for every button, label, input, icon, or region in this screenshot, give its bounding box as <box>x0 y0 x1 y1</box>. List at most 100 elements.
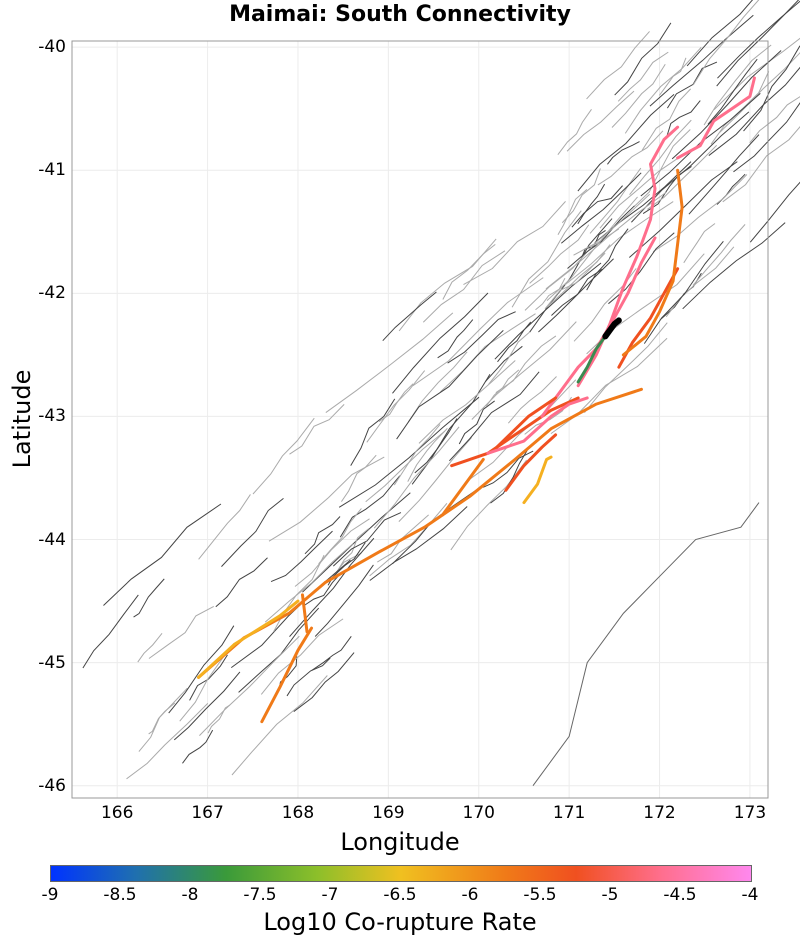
background-fault-trace <box>597 130 664 186</box>
background-fault-trace <box>82 594 139 669</box>
background-fault-trace <box>393 424 441 486</box>
background-fault-trace <box>407 351 468 423</box>
background-fault-trace <box>538 258 614 333</box>
background-fault-trace <box>464 379 577 483</box>
background-fault-trace <box>561 168 601 224</box>
background-fault-trace <box>442 243 496 300</box>
colorbar-tick-label: -4 <box>741 885 759 905</box>
x-axis-label: Longitude <box>340 828 460 856</box>
background-fault-trace <box>488 331 530 385</box>
background-fault-trace <box>311 636 352 671</box>
background-fault-trace <box>507 376 557 424</box>
x-tick-label: 167 <box>191 803 224 823</box>
chart-title: Maimai: South Connectivity <box>229 2 571 27</box>
background-fault-trace <box>624 46 702 134</box>
colorbar-tick-label: -5.5 <box>523 885 557 905</box>
background-fault-trace <box>137 633 163 663</box>
background-fault-traces <box>82 0 800 780</box>
background-fault-trace <box>207 704 231 734</box>
background-fault-trace <box>199 635 300 736</box>
co-rupture-fault <box>300 593 309 634</box>
background-fault-trace <box>586 228 629 291</box>
background-fault-trace <box>611 63 666 128</box>
background-fault-trace <box>571 185 623 228</box>
x-tick-label: 172 <box>643 803 676 823</box>
background-fault-trace <box>198 494 251 560</box>
background-fault-trace <box>557 109 592 156</box>
background-fault-trace <box>683 223 716 264</box>
coastline <box>532 502 760 786</box>
co-rupture-fault <box>486 396 589 455</box>
background-fault-trace <box>557 188 588 236</box>
background-fault-trace <box>458 400 495 445</box>
background-fault-trace <box>546 244 611 308</box>
background-fault-trace <box>550 337 668 435</box>
background-fault-trace <box>529 218 613 333</box>
background-fault-trace <box>440 313 536 393</box>
background-fault-trace <box>148 605 214 659</box>
background-fault-trace <box>382 291 437 342</box>
background-fault-trace <box>378 383 414 423</box>
background-fault-trace <box>722 126 800 203</box>
background-fault-trace <box>717 0 800 79</box>
co-rupture-fault <box>260 626 314 724</box>
x-tick-label: 169 <box>372 803 405 823</box>
y-tick-label: -42 <box>38 283 66 304</box>
background-fault-trace <box>173 671 241 741</box>
background-fault-trace <box>544 252 606 310</box>
background-fault-trace <box>126 702 209 780</box>
co-rupture-fault <box>197 387 643 679</box>
background-fault-trace <box>641 88 692 151</box>
background-fault-trace <box>666 100 701 138</box>
background-fault-trace <box>339 475 401 538</box>
y-tick-label: -45 <box>38 652 66 673</box>
background-fault-trace <box>230 559 351 669</box>
background-fault-trace <box>485 345 523 382</box>
co-rupture-fault <box>450 396 580 468</box>
background-fault-trace <box>407 428 448 482</box>
colorbar-tick-label: -7.5 <box>243 885 277 905</box>
x-tick-label: 173 <box>733 803 767 823</box>
background-fault-trace <box>577 94 675 192</box>
background-fault-trace <box>334 528 370 575</box>
background-fault-trace <box>713 37 800 111</box>
background-fault-trace <box>708 66 800 156</box>
background-fault-trace <box>422 250 506 323</box>
co-rupture-fault <box>576 334 607 384</box>
background-fault-trace <box>325 312 454 413</box>
background-fault-trace <box>647 144 718 210</box>
background-fault-trace <box>703 44 772 126</box>
background-fault-trace <box>168 625 235 714</box>
grid-lines <box>72 41 768 798</box>
background-fault-trace <box>511 210 582 308</box>
colorbar-tick-label: -4.5 <box>663 885 697 905</box>
background-fault-trace <box>707 58 758 125</box>
background-fault-trace <box>231 675 328 776</box>
background-fault-trace <box>341 454 377 502</box>
y-tick-label: -43 <box>38 406 66 427</box>
background-fault-trace <box>270 530 333 582</box>
background-fault-trace <box>546 196 638 301</box>
x-tick-label: 170 <box>462 803 495 823</box>
background-fault-trace <box>633 129 691 207</box>
background-fault-trace <box>749 96 800 144</box>
background-fault-trace <box>314 564 374 637</box>
background-fault-trace <box>373 426 460 529</box>
y-tick-label: -44 <box>38 529 66 550</box>
background-fault-trace <box>716 0 800 87</box>
co-rupture-fault <box>495 396 558 449</box>
background-fault-trace <box>332 512 402 567</box>
co-rupture-fault <box>197 599 300 679</box>
background-fault-trace <box>396 330 504 440</box>
background-fault-trace <box>260 618 344 695</box>
background-fault-trace <box>584 322 668 414</box>
background-fault-trace <box>688 134 760 215</box>
background-fault-trace <box>643 241 724 344</box>
background-fault-trace <box>490 447 530 504</box>
background-fault-trace <box>733 102 800 173</box>
background-fault-trace <box>577 183 606 225</box>
background-fault-trace <box>586 31 650 100</box>
background-fault-trace <box>293 652 355 712</box>
background-fault-trace <box>365 430 445 503</box>
background-fault-trace <box>629 119 692 196</box>
